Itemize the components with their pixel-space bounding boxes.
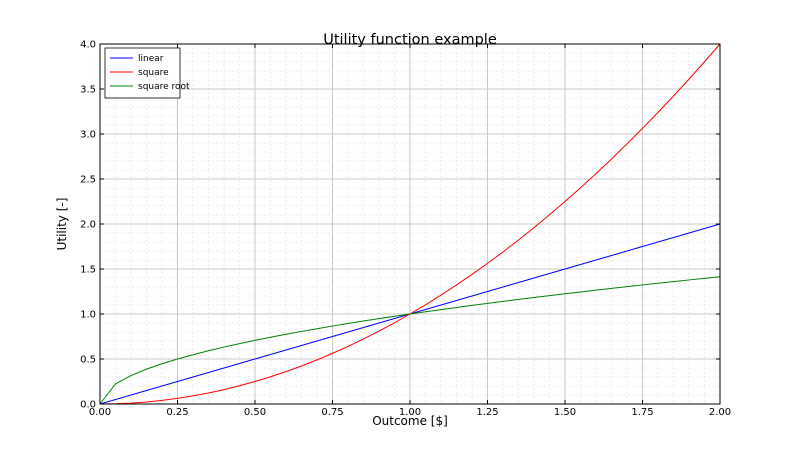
x-tick-label: 0.00 <box>89 407 111 418</box>
series-layer <box>99 43 721 405</box>
x-tick-labels: 0.00 0.25 0.50 0.75 1.00 1.25 1.50 1.75 2.00 <box>89 407 731 418</box>
series-line-square-root <box>99 276 721 405</box>
y-tick-label: 3.5 <box>80 85 96 96</box>
y-tick-labels: 0.0 0.5 1.0 1.5 2.0 2.5 3.0 3.5 4.0 <box>80 40 96 411</box>
grid <box>100 44 720 404</box>
legend-label: linear <box>138 54 164 64</box>
y-tick-label: 0.0 <box>80 400 96 411</box>
legend-label: square root <box>138 82 190 92</box>
y-tick-label: 2.5 <box>80 175 96 186</box>
y-tick-label: 1.0 <box>80 310 96 321</box>
x-axis-title: Outcome [$] <box>372 414 448 428</box>
y-tick-label: 0.5 <box>80 355 96 366</box>
x-tick-label: 1.25 <box>476 407 498 418</box>
legend-box <box>104 47 181 99</box>
y-tick-label: 3.0 <box>80 130 96 141</box>
x-tick-label: 1.75 <box>631 407 653 418</box>
x-tick-label: 0.75 <box>321 407 343 418</box>
x-tick-label: 0.25 <box>166 407 188 418</box>
y-axis-title: Utility [-] <box>55 198 69 251</box>
legend: linear square square root <box>104 47 190 99</box>
y-tick-label: 4.0 <box>80 40 96 51</box>
y-tick-label: 2.0 <box>80 220 96 231</box>
x-tick-label: 1.50 <box>554 407 576 418</box>
x-tick-label: 2.00 <box>709 407 731 418</box>
legend-label: square <box>138 68 169 78</box>
x-tick-label: 1.00 <box>399 407 421 418</box>
x-tick-label: 0.50 <box>244 407 266 418</box>
y-tick-label: 1.5 <box>80 265 96 276</box>
ticks <box>99 43 721 405</box>
